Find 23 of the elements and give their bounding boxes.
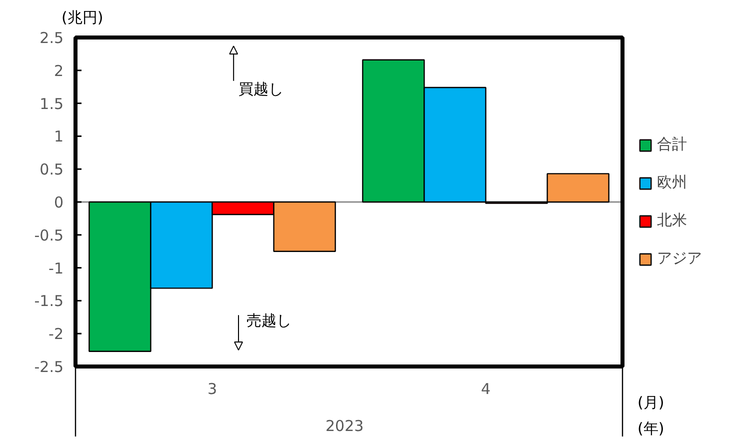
legend-label: 北米 <box>657 211 687 230</box>
x-tick-label: 4 <box>480 380 491 398</box>
y-tick-label: -2.5 <box>34 358 64 376</box>
y-axis-title: (兆円) <box>62 8 104 26</box>
text: (年) <box>638 419 664 438</box>
y-tick-label: 1.5 <box>40 94 64 113</box>
legend-label: 合計 <box>657 135 687 154</box>
y-tick-label: -2 <box>48 325 64 344</box>
annotation: 売越し <box>246 311 292 330</box>
legend-label: 欧州 <box>657 173 687 192</box>
y-tick-label: -0.5 <box>34 226 64 244</box>
y-tick-label: 1 <box>54 128 64 146</box>
y-tick-label: -1.5 <box>34 292 64 310</box>
y-tick-label: 2 <box>54 62 64 80</box>
text: (月) <box>638 394 664 412</box>
y-tick-label: -1 <box>48 259 64 278</box>
legend-label: アジア <box>657 249 702 268</box>
y-tick-label: 0.5 <box>40 160 64 179</box>
annotation: 買越し <box>238 80 284 98</box>
y-tick-label: 0 <box>54 194 64 212</box>
text: 2023 <box>325 417 364 436</box>
y-tick-label: 2.5 <box>40 29 64 47</box>
x-tick-label: 3 <box>207 380 218 398</box>
